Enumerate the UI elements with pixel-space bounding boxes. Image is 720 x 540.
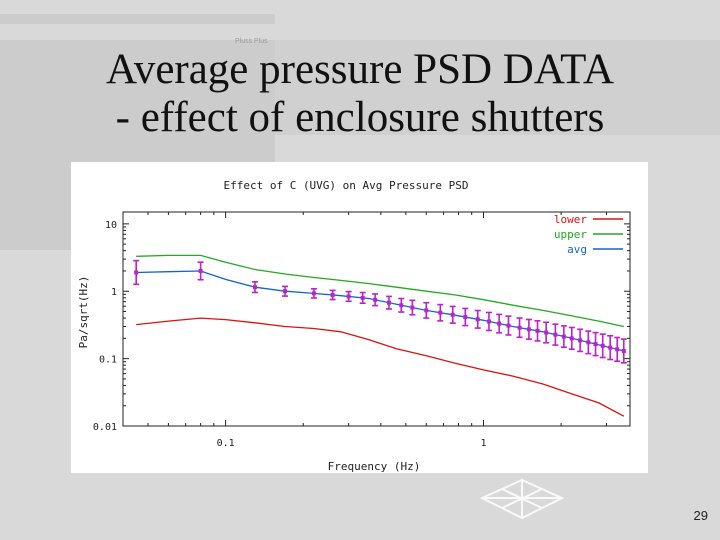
error-bar-point: [252, 285, 257, 290]
error-bar-point: [621, 348, 626, 353]
error-bar-point: [497, 321, 502, 326]
error-bar-point: [346, 294, 351, 299]
error-bar-point: [615, 347, 620, 352]
axis-ticks-group: 0.01 0.1 1 10 0.1 1: [93, 212, 630, 449]
series-line-upper: [136, 254, 624, 328]
error-bar-point: [134, 270, 139, 275]
error-bar-point: [198, 268, 203, 273]
error-bar-point: [283, 289, 288, 294]
error-bar-point: [544, 330, 549, 335]
plot-frame-group: [122, 211, 631, 427]
error-bar-point: [608, 345, 613, 350]
watermark-text: Pluss Plus: [235, 38, 268, 45]
error-bar-point: [600, 343, 605, 348]
x-axis-label: Frequency (Hz): [328, 460, 421, 473]
error-bar-point: [410, 305, 415, 310]
error-bar-point: [438, 310, 443, 315]
error-bar-point: [399, 303, 404, 308]
legend-label-upper: upper: [554, 228, 587, 241]
error-bar-point: [373, 297, 378, 302]
error-bar-point: [561, 334, 566, 339]
series-line-avg: [136, 270, 624, 352]
slide-title-line-2: - effect of enclosure shutters: [115, 94, 605, 141]
error-bar-point: [535, 328, 540, 333]
y-tick-label: 0.01: [93, 422, 117, 433]
error-bars-group: [133, 259, 627, 364]
error-bar-point: [424, 308, 429, 313]
error-bar-point: [386, 300, 391, 305]
error-bar-point: [463, 315, 468, 320]
psd-chart: 0.01 0.1 1 10 0.1 1 lower upper avg Effect of C…: [71, 162, 648, 473]
error-bar-point: [526, 327, 531, 332]
legend-label-lower: lower: [554, 213, 587, 226]
slide-title: Average pressure PSD DATA - effect of en…: [40, 46, 680, 142]
error-bar-point: [486, 319, 491, 324]
page-number: 29: [693, 508, 708, 523]
background-band-right: [275, 40, 720, 135]
error-bar-point: [330, 292, 335, 297]
series-line-lower: [136, 317, 625, 417]
y-tick-label: 10: [105, 220, 117, 231]
error-bar-point: [586, 340, 591, 345]
chart-svg: 0.01 0.1 1 10 0.1 1 lower upper avg Effect of C…: [77, 179, 631, 473]
error-bar-point: [517, 325, 522, 330]
x-tick-label: 1: [480, 438, 486, 449]
error-bar-point: [450, 312, 455, 317]
error-bar-point: [311, 291, 316, 296]
error-bar-point: [553, 332, 558, 337]
background-band-top: [0, 14, 275, 24]
error-bar-point: [569, 336, 574, 341]
truss-structure-icon: [479, 478, 565, 520]
legend-group: lower upper avg: [554, 213, 623, 256]
legend-label-avg: avg: [567, 243, 587, 256]
error-bar-point: [578, 338, 583, 343]
plot-frame: [122, 211, 631, 427]
chart-title: Effect of C (UVG) on Avg Pressure PSD: [223, 179, 468, 192]
y-axis-label: Pa/sqrt(Hz): [77, 276, 90, 349]
error-bar-point: [360, 295, 365, 300]
x-tick-label: 0.1: [217, 438, 235, 449]
y-tick-label: 1: [111, 287, 117, 298]
error-bar-point: [475, 317, 480, 322]
y-tick-label: 0.1: [99, 355, 117, 366]
error-bar-point: [593, 342, 598, 347]
slide-title-line-1: Average pressure PSD DATA: [105, 46, 615, 93]
error-bar-point: [506, 323, 511, 328]
series-group: [136, 254, 625, 417]
